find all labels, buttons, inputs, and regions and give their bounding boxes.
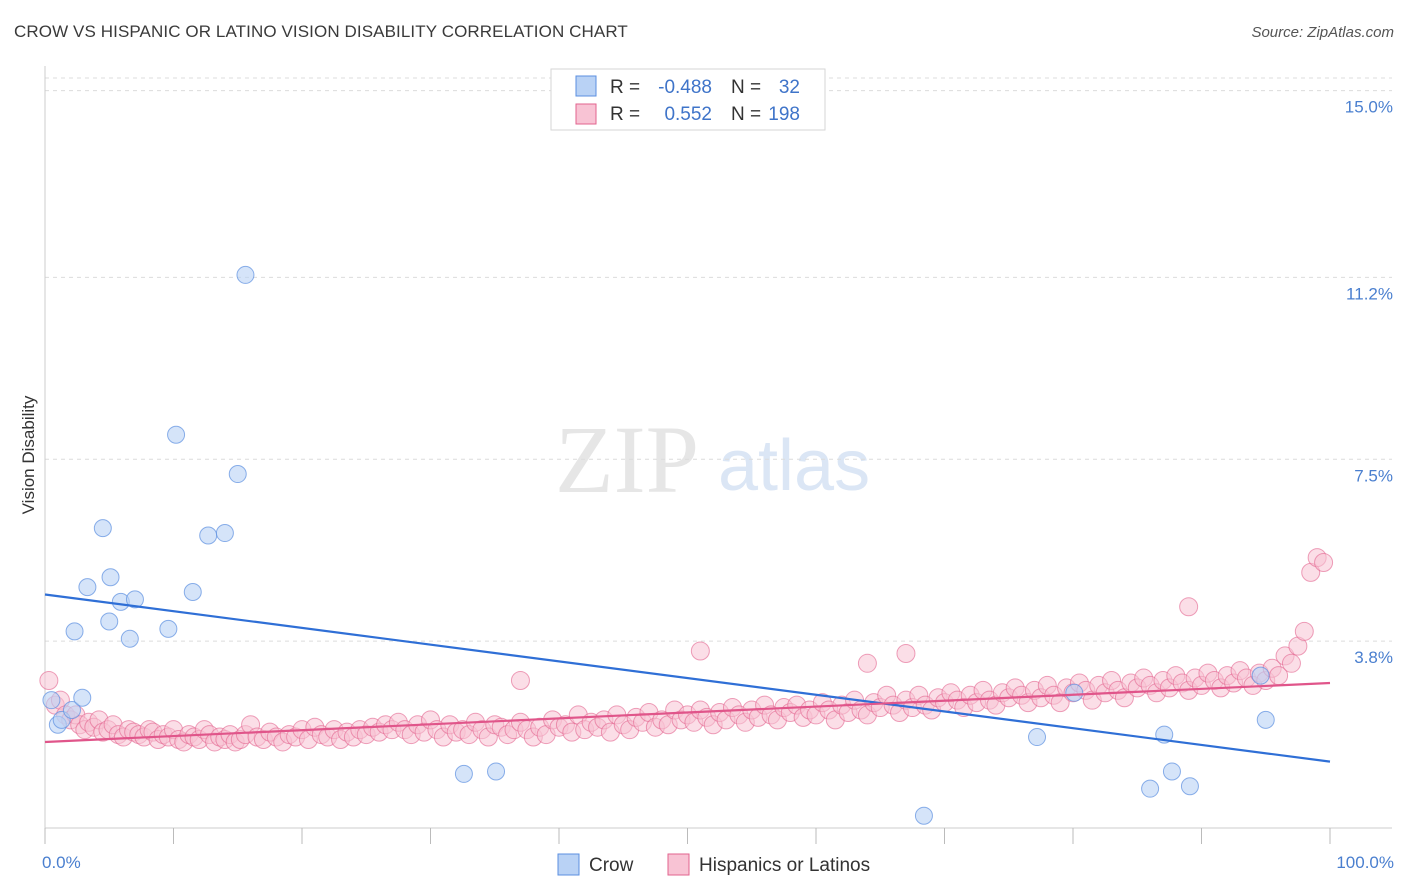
x-tick-label-max: 100.0% bbox=[1336, 853, 1394, 872]
crow-point bbox=[1028, 728, 1047, 747]
legend-r-value-1: -0.488 bbox=[658, 77, 712, 98]
legend-swatch-hisp bbox=[575, 103, 597, 125]
legend-n-label-2: N = bbox=[731, 104, 761, 125]
crow-point bbox=[101, 568, 120, 587]
crow-point bbox=[100, 612, 119, 631]
watermark-zip: ZIP bbox=[555, 406, 699, 513]
bottom-legend-swatch-crow bbox=[557, 853, 580, 876]
crow-point bbox=[914, 806, 933, 825]
source-label: Source: ZipAtlas.com bbox=[1251, 24, 1394, 41]
y-tick-label: 11.2% bbox=[1346, 284, 1393, 303]
hispanic-point bbox=[39, 671, 59, 691]
crow-point bbox=[1141, 779, 1160, 798]
crow-point bbox=[236, 265, 255, 284]
legend-r-value-2: 0.552 bbox=[664, 104, 712, 125]
crow-point bbox=[120, 629, 139, 648]
x-tick-labels: 0.0% 100.0% bbox=[42, 853, 1394, 872]
crow-point bbox=[42, 691, 61, 710]
crow-point bbox=[199, 526, 218, 545]
crow-point bbox=[1256, 710, 1275, 729]
legend-n-value-2: 198 bbox=[768, 104, 800, 125]
legend-box: R = -0.488 N = 32 R = 0.552 N = 198 bbox=[550, 68, 826, 131]
legend-n-value-1: 32 bbox=[779, 77, 800, 98]
hispanic-point bbox=[1294, 621, 1314, 641]
crow-point bbox=[62, 701, 81, 720]
legend-n-label-1: N = bbox=[731, 77, 761, 98]
crow-point bbox=[78, 578, 97, 597]
trend-lines bbox=[44, 593, 1331, 763]
hispanic-point bbox=[1281, 653, 1301, 673]
hispanic-point bbox=[1314, 553, 1334, 573]
chart-title: CROW VS HISPANIC OR LATINO VISION DISABI… bbox=[14, 22, 628, 41]
watermark-atlas: atlas bbox=[718, 426, 870, 506]
crow-point bbox=[183, 583, 202, 602]
bottom-legend: Crow Hispanics or Latinos bbox=[557, 853, 870, 876]
crow-point bbox=[159, 619, 178, 638]
crow-point bbox=[228, 465, 247, 484]
legend-r-label-2: R = bbox=[610, 104, 640, 125]
crow-point bbox=[454, 764, 473, 783]
hispanic-point bbox=[510, 671, 530, 691]
grid-lines bbox=[45, 77, 1392, 642]
hispanic-points bbox=[39, 548, 1334, 752]
crow-point bbox=[93, 519, 112, 538]
bottom-legend-hisp: Hispanics or Latinos bbox=[699, 855, 870, 876]
legend-swatch-crow bbox=[575, 75, 597, 97]
crow-point bbox=[167, 425, 186, 444]
hispanic-point bbox=[857, 653, 877, 673]
bottom-legend-swatch-hisp bbox=[667, 853, 690, 876]
y-tick-label: 3.8% bbox=[1354, 648, 1393, 667]
legend-r-label-1: R = bbox=[610, 77, 640, 98]
x-tick-label-min: 0.0% bbox=[42, 853, 81, 872]
crow-point bbox=[1251, 666, 1270, 685]
hispanic-trend-line bbox=[44, 681, 1331, 744]
hispanic-point bbox=[1179, 597, 1199, 617]
y-tick-labels: 3.8% 7.5% 11.2% 15.0% bbox=[1345, 98, 1393, 668]
bottom-legend-crow: Crow bbox=[589, 855, 634, 876]
crow-point bbox=[215, 524, 234, 543]
crow-point bbox=[1162, 762, 1181, 781]
crow-point bbox=[125, 590, 144, 609]
y-tick-label: 7.5% bbox=[1354, 466, 1393, 485]
y-axis-label: Vision Disability bbox=[19, 395, 38, 514]
crow-point bbox=[487, 762, 506, 781]
crow-point bbox=[73, 688, 92, 707]
crow-point bbox=[65, 622, 84, 641]
y-tick-label: 15.0% bbox=[1345, 98, 1393, 117]
hispanic-point bbox=[896, 643, 916, 663]
crow-point bbox=[1065, 683, 1084, 702]
hispanic-point bbox=[690, 641, 710, 661]
crow-point bbox=[1180, 777, 1199, 796]
crow-trend-line bbox=[44, 593, 1331, 763]
